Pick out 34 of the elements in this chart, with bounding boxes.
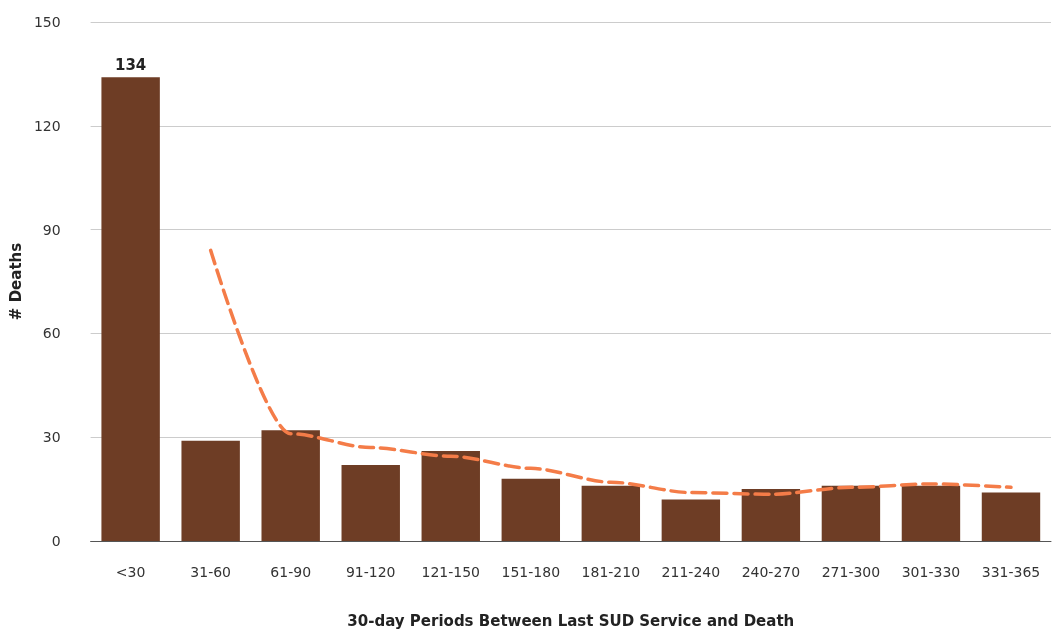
- x-tick-label: 181-210: [581, 564, 641, 580]
- bar: [421, 451, 480, 541]
- y-tick-label: 60: [42, 325, 61, 342]
- x-tick-label: 151-180: [501, 564, 561, 580]
- bar: [101, 77, 160, 541]
- bar: [341, 464, 400, 541]
- x-tick-label: 61-90: [270, 564, 312, 580]
- bar: [581, 485, 641, 541]
- bar: [181, 440, 240, 541]
- x-tick-label: 121-150: [421, 564, 481, 580]
- x-tick-label: 301-330: [901, 564, 961, 580]
- data-label: 134: [114, 55, 147, 74]
- bar: [821, 485, 881, 541]
- x-tick-label: 271-300: [821, 564, 881, 580]
- line-series: [208, 248, 1013, 497]
- x-tick-label: 211-240: [661, 564, 721, 580]
- bar: [661, 499, 721, 541]
- x-tick-label: 91-120: [345, 564, 396, 580]
- y-tick-label: 90: [42, 221, 61, 238]
- bar: [501, 478, 561, 541]
- y-tick-label: 0: [51, 533, 61, 549]
- bar: [741, 489, 801, 541]
- y-tick-label: 120: [33, 117, 61, 134]
- x-axis-title: 30-day Periods Between Last SUD Service and Death: [347, 611, 795, 630]
- x-tick-label: 31-60: [190, 564, 232, 580]
- bar: [981, 492, 1041, 541]
- bar: [261, 430, 320, 541]
- y-axis-title: # Deaths: [6, 242, 25, 321]
- y-tick-label: 30: [42, 429, 61, 446]
- y-tick-label: 150: [33, 14, 61, 30]
- x-tick-label: <30: [115, 564, 146, 580]
- x-tick-label: 240-270: [741, 564, 801, 580]
- bar: [901, 485, 961, 541]
- x-tick-label: 331-365: [981, 564, 1041, 580]
